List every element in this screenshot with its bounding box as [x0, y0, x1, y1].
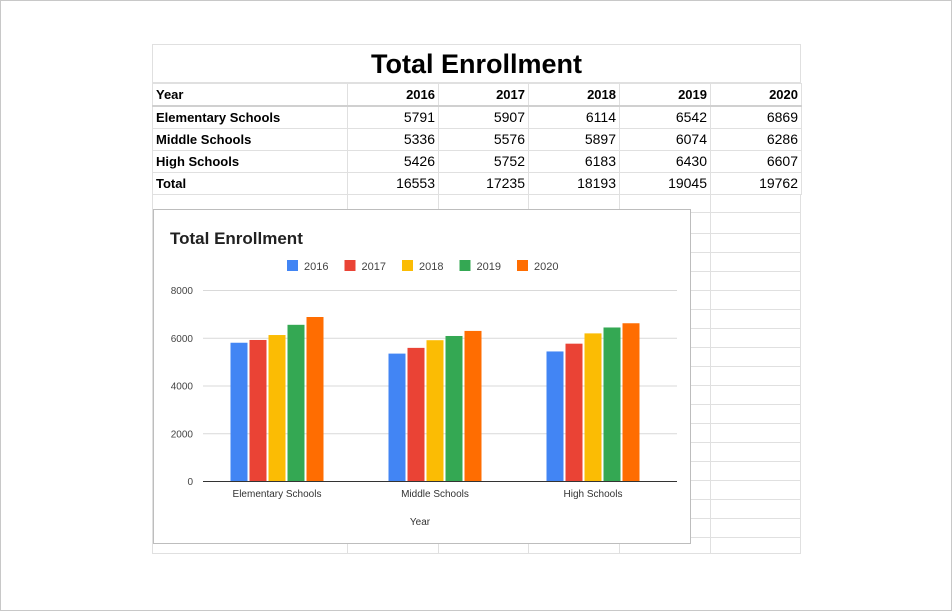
value-cell[interactable]: 6114	[528, 105, 620, 129]
table-row: High Schools 5426 5752 6183 6430 6607	[152, 150, 802, 173]
enrollment-table: Year 2016 2017 2018 2019 2020 Elementary…	[152, 83, 802, 195]
table-header-row: Year 2016 2017 2018 2019 2020	[152, 83, 802, 107]
value-cell[interactable]: 6430	[619, 150, 711, 173]
value-cell[interactable]: 5336	[347, 128, 439, 151]
bar	[622, 323, 640, 481]
value-cell[interactable]: 6607	[710, 150, 802, 173]
bar	[445, 335, 463, 481]
chart-title: Total Enrollment	[170, 229, 303, 248]
y-tick-label: 4000	[171, 382, 194, 393]
bar	[546, 351, 564, 481]
legend-label: 2018	[419, 261, 443, 273]
value-cell[interactable]: 17235	[438, 172, 529, 195]
x-tick-label: Middle Schools	[401, 489, 469, 500]
embedded-chart[interactable]: Total Enrollment 2016 2017 2018 2019 2020 0 200…	[153, 209, 691, 544]
table-row: Middle Schools 5336 5576 5897 6074 6286	[152, 128, 802, 151]
value-cell[interactable]: 16553	[347, 172, 439, 195]
legend-swatch	[517, 260, 528, 271]
value-cell[interactable]: 6286	[710, 128, 802, 151]
bar	[565, 343, 583, 481]
year-header-cell[interactable]: 2018	[528, 83, 620, 107]
value-cell[interactable]: 6869	[710, 105, 802, 129]
bar	[230, 342, 248, 481]
bar	[407, 347, 425, 481]
legend-swatch	[459, 260, 471, 271]
value-cell[interactable]: 6074	[619, 128, 711, 151]
bar	[287, 324, 305, 481]
value-cell[interactable]: 5752	[438, 150, 529, 173]
value-cell[interactable]: 5907	[438, 105, 529, 129]
value-cell[interactable]: 6183	[528, 150, 620, 173]
bar	[603, 327, 621, 481]
bar	[464, 330, 482, 481]
value-cell[interactable]: 19762	[710, 172, 802, 195]
year-header-cell[interactable]: 2017	[438, 83, 529, 107]
year-header-cell[interactable]: 2020	[710, 83, 802, 107]
row-label-cell[interactable]: High Schools	[152, 150, 348, 173]
value-cell[interactable]: 5897	[528, 128, 620, 151]
row-label-cell[interactable]: Total	[152, 172, 348, 195]
bar	[268, 335, 286, 481]
x-tick-label: High Schools	[564, 489, 623, 500]
table-row: Elementary Schools 5791 5907 6114 6542 6…	[152, 105, 802, 129]
legend-swatch	[344, 260, 356, 271]
legend-label: 2020	[534, 261, 558, 273]
value-cell[interactable]: 18193	[528, 172, 620, 195]
y-tick-label: 0	[187, 477, 193, 488]
bar-chart: Total Enrollment 2016 2017 2018 2019 2020 0 200…	[170, 229, 677, 528]
bar	[388, 353, 406, 481]
value-cell[interactable]: 5576	[438, 128, 529, 151]
y-tick-label: 8000	[171, 286, 194, 297]
value-cell[interactable]: 5791	[347, 105, 439, 129]
y-tick-label: 2000	[171, 429, 194, 440]
year-header-cell[interactable]: 2016	[347, 83, 439, 107]
row-label-cell[interactable]: Middle Schools	[152, 128, 348, 151]
legend-label: 2019	[477, 261, 501, 273]
y-tick-label: 6000	[171, 334, 194, 345]
table-row: Total 16553 17235 18193 19045 19762	[152, 172, 802, 195]
bar	[249, 339, 267, 481]
legend-label: 2017	[362, 261, 386, 273]
value-cell[interactable]: 5426	[347, 150, 439, 173]
legend-swatch	[402, 260, 413, 271]
header-year-cell[interactable]: Year	[152, 83, 348, 107]
x-axis-label: Year	[410, 517, 431, 528]
bar	[584, 333, 602, 481]
value-cell[interactable]: 6542	[619, 105, 711, 129]
sheet-title[interactable]: Total Enrollment	[152, 44, 801, 83]
value-cell[interactable]: 19045	[619, 172, 711, 195]
legend-label: 2016	[304, 261, 328, 273]
bar	[426, 340, 444, 481]
row-label-cell[interactable]: Elementary Schools	[152, 105, 348, 129]
legend-swatch	[287, 260, 298, 271]
bar	[306, 317, 324, 481]
x-tick-label: Elementary Schools	[233, 489, 322, 500]
year-header-cell[interactable]: 2019	[619, 83, 711, 107]
